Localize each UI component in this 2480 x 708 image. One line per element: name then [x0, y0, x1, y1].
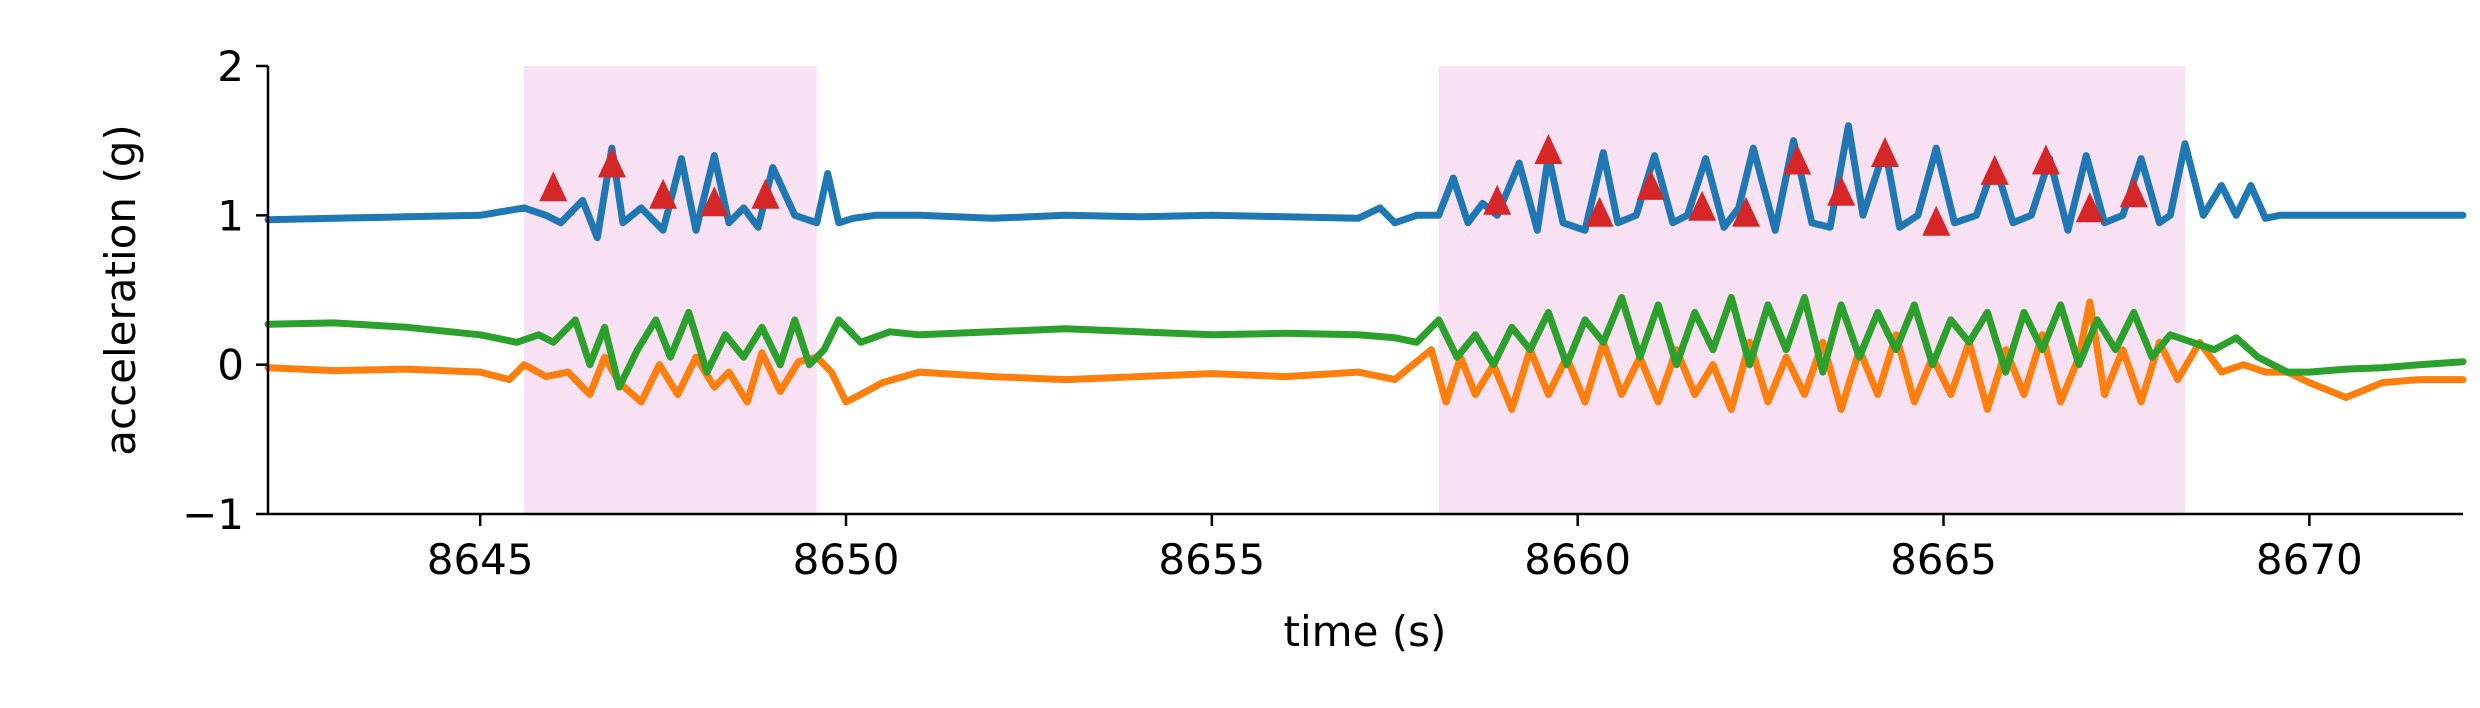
highlighted-regions: [524, 66, 2185, 514]
x-tick-label: 8655: [1158, 535, 1265, 584]
peak-marker: [1483, 184, 1512, 215]
peak-marker: [1585, 196, 1614, 227]
peak-marker: [700, 186, 729, 217]
x-tick-label: 8660: [1524, 535, 1631, 584]
peak-marker: [1783, 144, 1812, 175]
x-ticks: 8645 8650 8655 8660 8665 8670: [427, 514, 2363, 584]
y-tick-label: 1: [217, 191, 244, 240]
y-tick-label: 0: [217, 341, 244, 390]
peak-marker: [1871, 137, 1899, 167]
peak-marker: [1980, 154, 2009, 185]
series-lines: [264, 122, 2467, 413]
peak-marker: [1534, 134, 1563, 164]
peak-marker: [751, 178, 780, 209]
peak-marker: [539, 171, 568, 202]
peak-marker: [597, 147, 626, 178]
peak-marker: [1688, 190, 1717, 221]
peak-marker: [1732, 196, 1760, 227]
y-tick-label: −1: [182, 490, 244, 539]
x-tick-label: 8665: [1890, 535, 1997, 584]
peak-marker: [1636, 169, 1665, 200]
peak-markers: [539, 134, 2148, 236]
y-axis-label: acceleration (g): [96, 124, 145, 456]
series-line-1: [264, 122, 2467, 242]
x-tick-label: 8670: [2256, 535, 2363, 584]
x-axis-label: time (s): [1284, 607, 1447, 656]
peak-marker: [1827, 175, 1856, 206]
peak-marker: [2119, 177, 2148, 208]
series-line-3: [264, 294, 2467, 391]
shaded-region-1: [524, 66, 817, 514]
x-tick-label: 8650: [793, 535, 900, 584]
y-ticks: 2 1 0 −1: [182, 42, 268, 539]
peak-marker: [2031, 144, 2060, 175]
shaded-region-2: [1438, 66, 2185, 514]
x-tick-label: 8645: [427, 535, 534, 584]
peak-marker: [649, 178, 678, 209]
peak-marker: [2075, 192, 2104, 223]
peak-marker: [1922, 205, 1951, 236]
y-tick-label: 2: [217, 42, 244, 91]
axes: [266, 66, 2463, 516]
